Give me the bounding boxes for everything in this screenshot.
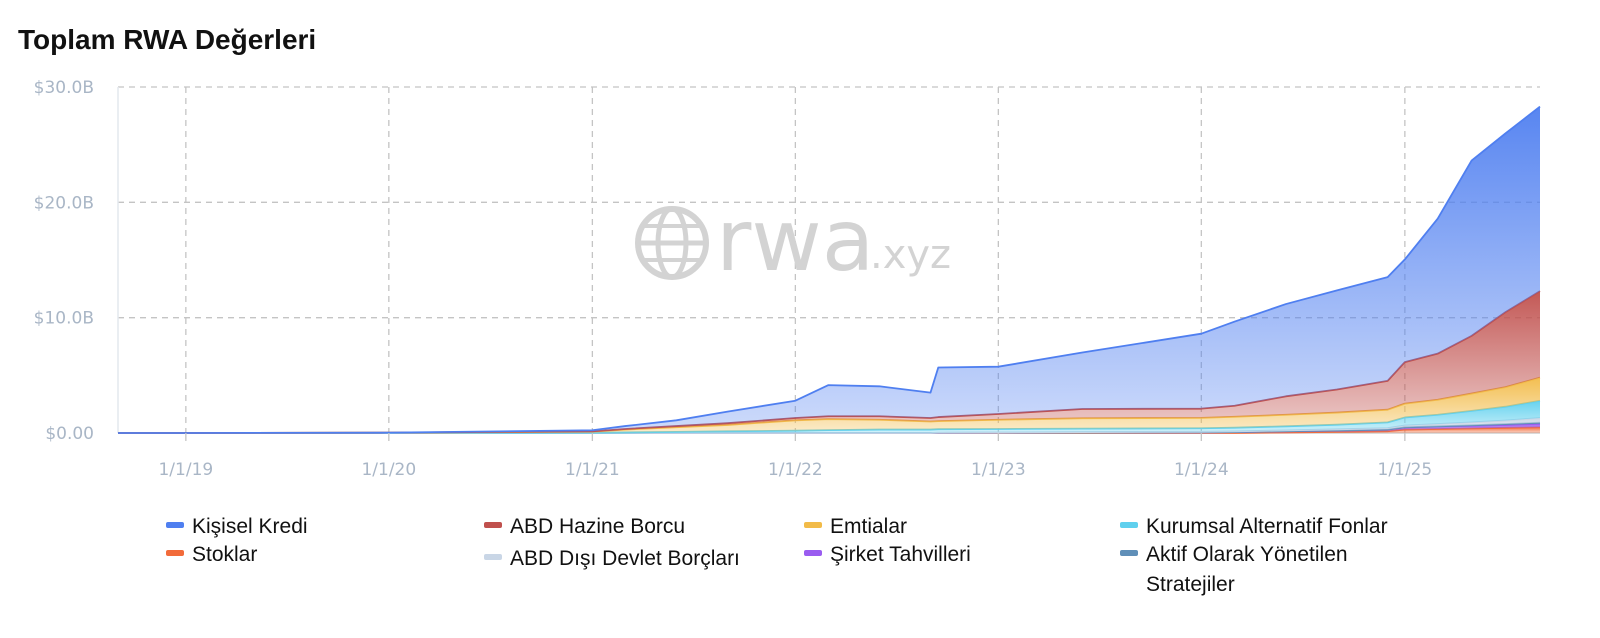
- legend-label: Kişisel Kredi: [192, 515, 308, 538]
- legend-item[interactable]: Emtialar: [804, 512, 907, 542]
- legend-swatch: [804, 550, 822, 556]
- legend-label: ABD Hazine Borcu: [510, 515, 686, 538]
- legend-label: Şirket Tahvilleri: [830, 543, 971, 566]
- series-areas: [118, 105, 1541, 434]
- legend-swatch: [484, 522, 502, 528]
- legend-swatch: [1120, 550, 1138, 556]
- legend-item[interactable]: Kişisel Kredi: [166, 512, 308, 542]
- legend-item[interactable]: Şirket Tahvilleri: [804, 540, 971, 570]
- area-ki-isel-kredi: [118, 106, 1540, 434]
- legend-item[interactable]: Kurumsal Alternatif Fonlar: [1120, 512, 1420, 542]
- legend-swatch: [484, 554, 502, 560]
- legend-swatch: [166, 550, 184, 556]
- legend-label: ABD Dışı Devlet Borçları: [510, 547, 740, 570]
- x-tick-label: 1/1/19: [158, 460, 213, 480]
- legend-label: Stoklar: [192, 543, 258, 566]
- x-tick-label: 1/1/22: [768, 460, 823, 480]
- area-emtialar: [118, 377, 1540, 433]
- y-tick-label: $0.00: [45, 424, 94, 444]
- legend-label: Emtialar: [830, 515, 908, 538]
- legend-item[interactable]: Aktif Olarak Yönetilen Stratejiler: [1120, 540, 1420, 600]
- globe-icon: [635, 206, 709, 280]
- legend-label: Kurumsal Alternatif Fonlar: [1146, 515, 1388, 538]
- area-stoklar: [118, 427, 1540, 433]
- y-tick-label: $30.0B: [34, 78, 94, 98]
- line-ki-isel-kredi: [118, 105, 1541, 434]
- legend-item[interactable]: ABD Dışı Devlet Borçları: [484, 544, 740, 574]
- legend-swatch: [804, 522, 822, 528]
- x-tick-label: 1/1/21: [565, 460, 620, 480]
- x-tick-label: 1/1/25: [1378, 460, 1433, 480]
- watermark-suffix: .xyz: [870, 232, 951, 278]
- y-tick-label: $10.0B: [34, 309, 94, 329]
- legend-item[interactable]: ABD Hazine Borcu: [484, 512, 685, 542]
- x-tick-label: 1/1/24: [1174, 460, 1229, 480]
- x-tick-label: 1/1/23: [971, 460, 1026, 480]
- watermark: rwa .xyz: [635, 191, 951, 291]
- y-tick-label: $20.0B: [34, 193, 94, 213]
- watermark-text: rwa: [716, 191, 874, 291]
- legend-swatch: [166, 522, 184, 528]
- x-tick-label: 1/1/20: [361, 460, 416, 480]
- legend-item[interactable]: Stoklar: [166, 540, 257, 570]
- axes: $0.00 $10.0B $20.0B $30.0B 1/1/19 1/1/20 1/1/2…: [34, 78, 1433, 480]
- legend-swatch: [1120, 522, 1138, 528]
- chart-title: Toplam RWA Değerleri: [18, 24, 317, 55]
- legend-label: Aktif Olarak Yönetilen Stratejiler: [1146, 543, 1348, 596]
